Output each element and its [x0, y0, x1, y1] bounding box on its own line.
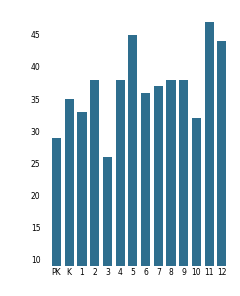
Bar	[179, 80, 188, 296]
Bar	[52, 138, 61, 296]
Bar	[192, 118, 201, 296]
Bar	[141, 93, 150, 296]
Bar	[90, 80, 99, 296]
Bar	[115, 80, 125, 296]
Bar	[166, 80, 176, 296]
Bar	[154, 86, 163, 296]
Bar	[77, 112, 87, 296]
Bar	[103, 157, 112, 296]
Bar	[65, 99, 74, 296]
Bar	[128, 35, 138, 296]
Bar	[217, 41, 227, 296]
Bar	[204, 22, 214, 296]
